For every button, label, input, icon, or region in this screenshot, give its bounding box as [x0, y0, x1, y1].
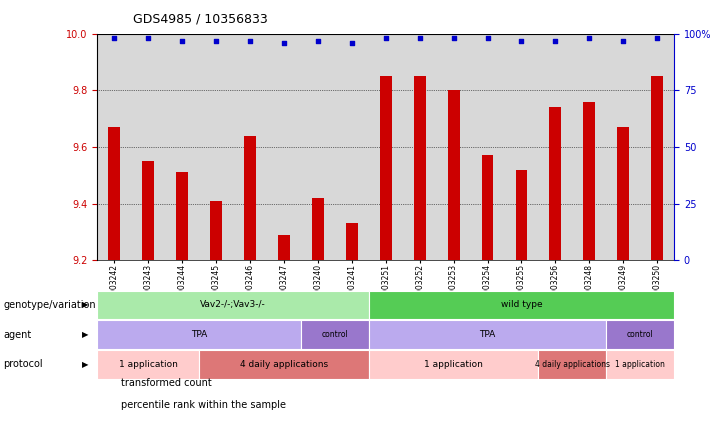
Point: [617, 37, 629, 44]
Text: 1 application: 1 application: [119, 360, 177, 369]
Point: [583, 35, 595, 42]
Point: [143, 35, 154, 42]
Text: Vav2-/-;Vav3-/-: Vav2-/-;Vav3-/-: [200, 300, 266, 310]
Bar: [176, 173, 188, 260]
Text: 4 daily applications: 4 daily applications: [240, 360, 328, 369]
Bar: [97, 350, 199, 379]
Bar: [368, 291, 674, 319]
Point: [211, 37, 222, 44]
Bar: [368, 350, 539, 379]
Bar: [312, 198, 324, 260]
Point: [380, 35, 392, 42]
Point: [414, 35, 425, 42]
Point: [651, 35, 663, 42]
Bar: [278, 235, 290, 260]
Bar: [583, 102, 596, 260]
Point: [177, 37, 188, 44]
Bar: [380, 76, 392, 260]
Text: wild type: wild type: [500, 300, 542, 310]
Point: [244, 37, 256, 44]
Bar: [142, 161, 154, 260]
Text: 1 application: 1 application: [615, 360, 665, 369]
Bar: [301, 320, 368, 349]
Point: [312, 37, 324, 44]
Bar: [97, 320, 301, 349]
Text: protocol: protocol: [4, 359, 43, 369]
Bar: [617, 127, 629, 260]
Bar: [651, 76, 663, 260]
Text: transformed count: transformed count: [121, 378, 212, 388]
Text: ▶: ▶: [81, 330, 89, 339]
Bar: [97, 291, 368, 319]
Bar: [414, 76, 425, 260]
Text: percentile rank within the sample: percentile rank within the sample: [121, 400, 286, 410]
Bar: [549, 107, 562, 260]
Text: genotype/variation: genotype/variation: [4, 300, 96, 310]
Text: agent: agent: [4, 330, 32, 340]
Bar: [210, 201, 222, 260]
Text: ▶: ▶: [81, 360, 89, 369]
Point: [346, 39, 358, 46]
Point: [482, 35, 493, 42]
Text: control: control: [322, 330, 348, 339]
Text: 4 daily applications: 4 daily applications: [535, 360, 610, 369]
Point: [448, 35, 459, 42]
Point: [278, 39, 290, 46]
Bar: [539, 350, 606, 379]
Text: control: control: [627, 330, 653, 339]
Text: ▶: ▶: [81, 300, 89, 310]
Bar: [606, 350, 674, 379]
Bar: [606, 320, 674, 349]
Bar: [448, 91, 459, 260]
Bar: [199, 350, 368, 379]
Point: [516, 37, 527, 44]
Text: GDS4985 / 10356833: GDS4985 / 10356833: [133, 13, 268, 26]
Bar: [346, 223, 358, 260]
Bar: [368, 320, 606, 349]
Bar: [482, 156, 493, 260]
Point: [109, 35, 120, 42]
Bar: [516, 170, 527, 260]
Point: [549, 37, 561, 44]
Text: 1 application: 1 application: [424, 360, 483, 369]
Bar: [244, 136, 256, 260]
Text: TPA: TPA: [191, 330, 207, 339]
Bar: [108, 127, 120, 260]
Text: TPA: TPA: [479, 330, 495, 339]
